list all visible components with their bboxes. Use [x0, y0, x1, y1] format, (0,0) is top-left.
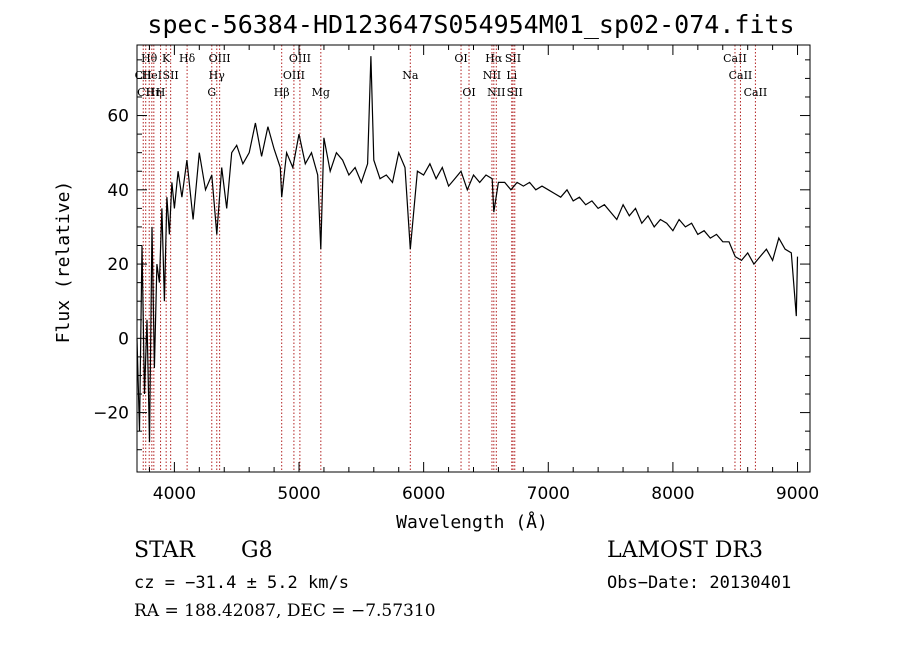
line-marker-label: Hη: [146, 86, 162, 99]
line-marker-label: G: [207, 86, 216, 99]
line-marker-label: Li: [506, 69, 517, 82]
line-marker-label: CaII: [729, 69, 753, 82]
obs-date: Obs−Date: 20130401: [607, 573, 792, 593]
line-marker-label: OIII: [283, 69, 305, 82]
x-tick-label: 4000: [153, 484, 196, 504]
y-axis: −20 0 20 40 60: [93, 59, 810, 451]
line-marker-label: H: [156, 86, 166, 99]
line-marker-label: K: [162, 52, 171, 65]
x-tick-label: 8000: [651, 484, 694, 504]
x-tick-label: 7000: [527, 484, 570, 504]
line-marker-label: SII: [163, 69, 179, 82]
y-tick-label: 20: [107, 255, 129, 275]
line-marker-label: Hγ: [209, 69, 226, 82]
chart-title: spec-56384-HD123647S054954M01_sp02-074.f…: [147, 10, 794, 39]
line-marker-label: OIII: [289, 52, 311, 65]
line-marker-label: Hδ: [179, 52, 196, 65]
line-marker-label: CII: [137, 86, 154, 99]
spectrum-line: [136, 56, 799, 443]
line-marker-label: CaII: [723, 52, 747, 65]
line-marker-label: Hβ: [274, 86, 290, 99]
object-class: STAR: [134, 538, 195, 563]
line-marker-label: NII: [487, 86, 505, 99]
line-marker-label: OI: [462, 86, 475, 99]
line-marker-label: Hθ: [141, 52, 158, 65]
x-axis-label: Wavelength (Å): [396, 511, 548, 533]
line-marker-label: Hα: [485, 52, 503, 65]
line-marker-label: SII: [505, 52, 521, 65]
x-tick-label: 9000: [776, 484, 819, 504]
y-tick-label: 40: [107, 181, 129, 201]
y-axis-label: Flux (relative): [53, 181, 74, 344]
line-marker-label: Mg: [312, 86, 330, 99]
redshift-text: cz = −31.4 ± 5.2 km/s: [134, 573, 349, 593]
line-marker-label: OIII: [209, 52, 231, 65]
plot-frame: [136, 44, 811, 473]
x-axis: 4000 5000 6000 7000 8000 9000: [148, 45, 819, 504]
line-marker-label: CaII: [744, 86, 768, 99]
line-marker-label: SII: [507, 86, 523, 99]
x-tick-label: 6000: [402, 484, 445, 504]
line-marker-label: NII: [483, 69, 501, 82]
line-marker-label: HeI: [142, 69, 162, 82]
coordinates-text: RA = 188.42087, DEC = −7.57310: [134, 601, 436, 621]
line-marker-label: OI: [454, 52, 467, 65]
x-tick-label: 5000: [277, 484, 320, 504]
y-tick-label: 0: [118, 329, 129, 349]
survey-name: LAMOST DR3: [607, 538, 763, 563]
y-tick-label: 60: [107, 107, 129, 127]
subclass: G8: [241, 538, 273, 563]
spectral-line-markers: CIICIIHθHeIHηHKSIIHδGHγOIIIHβOIIIOIIIMgN…: [135, 45, 768, 472]
line-marker-label: Na: [402, 69, 419, 82]
y-tick-label: −20: [93, 404, 129, 424]
